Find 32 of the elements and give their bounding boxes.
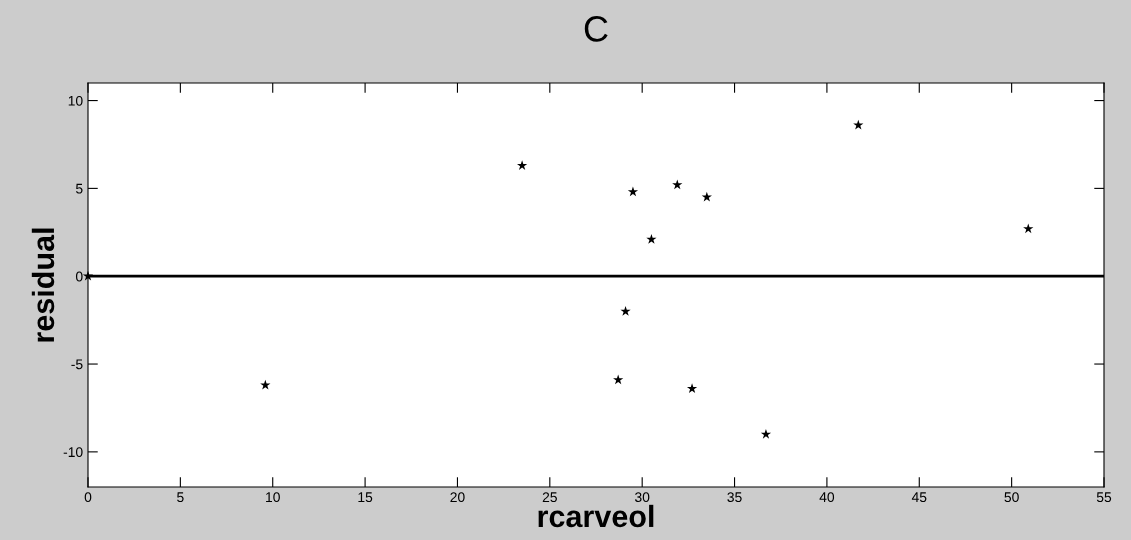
y-tick-label: 0 bbox=[75, 271, 83, 282]
point bbox=[853, 119, 864, 130]
point bbox=[672, 179, 683, 190]
x-tick-label: 35 bbox=[727, 492, 742, 503]
point bbox=[760, 428, 772, 439]
x-tick-label: 40 bbox=[819, 492, 835, 503]
x-tick-label: 0 bbox=[84, 492, 92, 503]
point bbox=[260, 379, 271, 390]
point bbox=[686, 383, 698, 393]
y-axis-title: residual bbox=[31, 228, 55, 342]
x-tick-label: 20 bbox=[450, 492, 465, 503]
y-tick-label: 5 bbox=[75, 183, 83, 194]
chart-title: C bbox=[584, 16, 608, 42]
point bbox=[627, 186, 639, 197]
x-tick-label: 55 bbox=[1096, 492, 1112, 503]
x-axis-title: rcarveol bbox=[538, 504, 654, 528]
point bbox=[613, 374, 624, 385]
point bbox=[620, 305, 631, 316]
x-tick-label: 10 bbox=[266, 492, 280, 503]
y-tick-label: -10 bbox=[63, 447, 83, 458]
point bbox=[82, 270, 94, 281]
point bbox=[516, 160, 528, 170]
x-tick-label: 25 bbox=[542, 492, 557, 503]
x-tick-label: 5 bbox=[177, 492, 184, 503]
y-tick-label: -5 bbox=[71, 359, 83, 370]
x-tick-label: 15 bbox=[358, 492, 373, 503]
y-tick-label: 10 bbox=[68, 95, 83, 106]
point bbox=[1023, 223, 1034, 234]
x-tick-label: 30 bbox=[634, 492, 650, 503]
x-tick-label: 45 bbox=[911, 492, 927, 503]
point bbox=[646, 233, 657, 244]
x-tick-label: 50 bbox=[1004, 492, 1019, 503]
